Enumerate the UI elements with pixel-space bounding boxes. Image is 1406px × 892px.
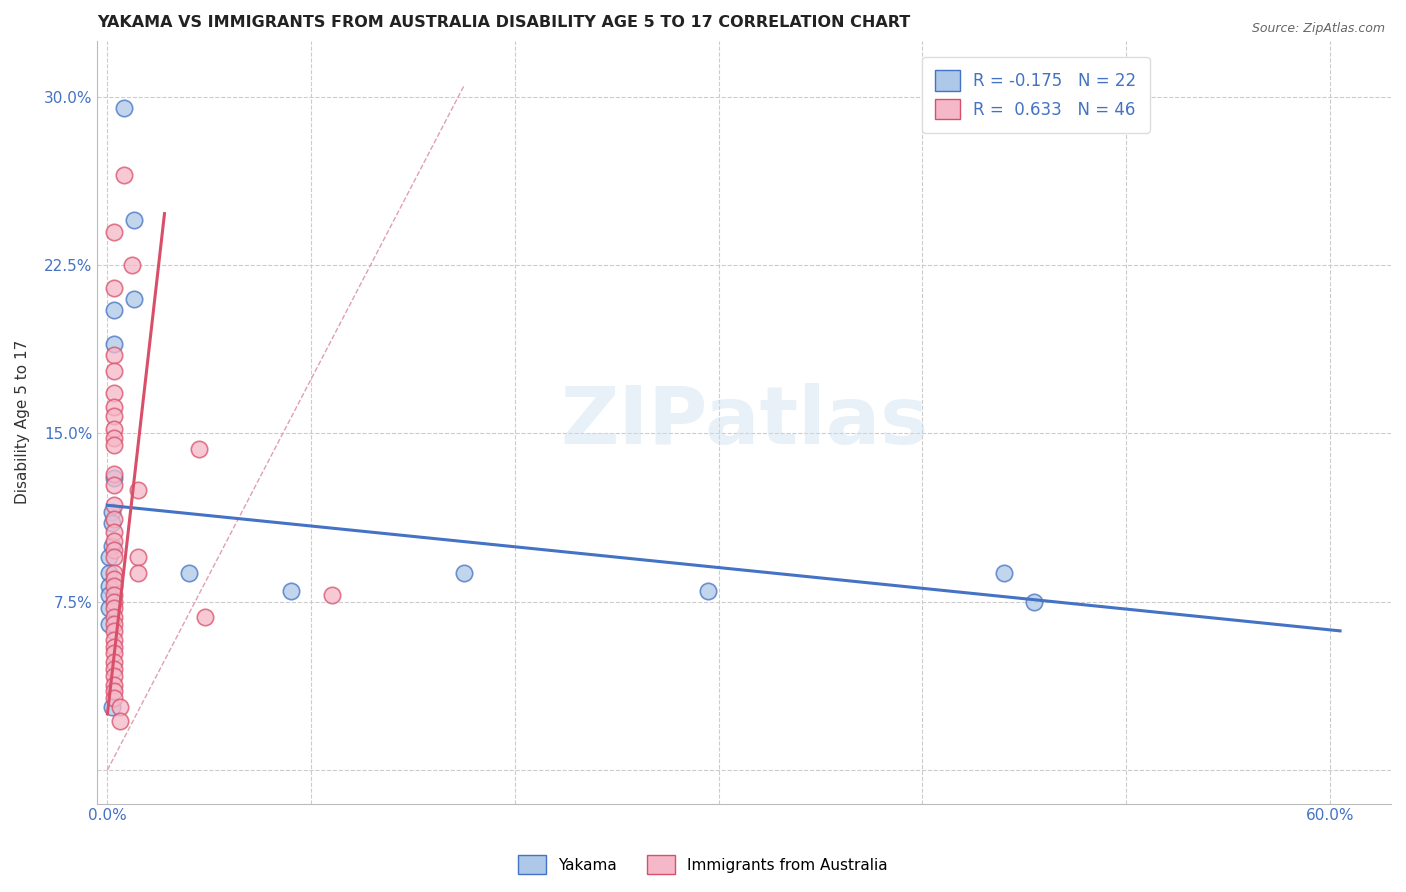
Text: ZIPatlas: ZIPatlas xyxy=(560,384,928,461)
Point xyxy=(103,543,125,558)
Point xyxy=(100,539,122,553)
Point xyxy=(103,422,125,436)
Point xyxy=(697,583,720,598)
Point xyxy=(122,292,145,306)
Point xyxy=(103,588,125,602)
Point xyxy=(321,588,343,602)
Point xyxy=(98,601,121,615)
Point xyxy=(103,280,125,294)
Point xyxy=(108,700,131,714)
Point xyxy=(103,646,125,660)
Point xyxy=(103,431,125,445)
Point xyxy=(177,566,200,580)
Point xyxy=(112,101,135,115)
Point xyxy=(103,549,125,564)
Point xyxy=(127,549,149,564)
Point xyxy=(98,566,121,580)
Point xyxy=(100,505,122,519)
Point xyxy=(103,225,125,239)
Point xyxy=(103,566,125,580)
Point xyxy=(122,213,145,227)
Point xyxy=(103,386,125,401)
Point xyxy=(98,579,121,593)
Point xyxy=(103,409,125,423)
Point xyxy=(280,583,302,598)
Point xyxy=(98,588,121,602)
Point xyxy=(103,400,125,414)
Point xyxy=(103,303,125,318)
Text: YAKAMA VS IMMIGRANTS FROM AUSTRALIA DISABILITY AGE 5 TO 17 CORRELATION CHART: YAKAMA VS IMMIGRANTS FROM AUSTRALIA DISA… xyxy=(97,15,911,30)
Point xyxy=(103,471,125,485)
Point xyxy=(188,442,211,457)
Point xyxy=(103,601,125,615)
Point xyxy=(103,655,125,669)
Point xyxy=(103,364,125,378)
Point xyxy=(103,348,125,362)
Point xyxy=(993,566,1015,580)
Point xyxy=(98,617,121,632)
Point xyxy=(108,714,131,728)
Point xyxy=(1024,595,1046,609)
Point xyxy=(127,566,149,580)
Point xyxy=(103,498,125,512)
Point xyxy=(103,534,125,549)
Point xyxy=(100,700,122,714)
Point xyxy=(112,169,135,183)
Point xyxy=(103,512,125,526)
Point xyxy=(103,684,125,698)
Point xyxy=(103,678,125,692)
Point xyxy=(103,610,125,624)
Point xyxy=(103,572,125,586)
Point xyxy=(100,516,122,531)
Legend: Yakama, Immigrants from Australia: Yakama, Immigrants from Australia xyxy=(512,849,894,880)
Point xyxy=(103,579,125,593)
Point xyxy=(103,669,125,683)
Point xyxy=(103,438,125,452)
Point xyxy=(98,549,121,564)
Point xyxy=(121,258,143,272)
Legend: R = -0.175   N = 22, R =  0.633   N = 46: R = -0.175 N = 22, R = 0.633 N = 46 xyxy=(922,57,1150,133)
Point xyxy=(103,662,125,676)
Point xyxy=(103,691,125,706)
Y-axis label: Disability Age 5 to 17: Disability Age 5 to 17 xyxy=(15,340,30,504)
Point xyxy=(103,525,125,540)
Point xyxy=(103,336,125,351)
Point xyxy=(103,640,125,654)
Point xyxy=(103,624,125,638)
Point xyxy=(103,617,125,632)
Point xyxy=(194,610,217,624)
Point xyxy=(103,595,125,609)
Point xyxy=(103,467,125,481)
Point xyxy=(127,483,149,497)
Point xyxy=(453,566,475,580)
Point xyxy=(103,478,125,492)
Point xyxy=(103,632,125,647)
Text: Source: ZipAtlas.com: Source: ZipAtlas.com xyxy=(1251,22,1385,36)
